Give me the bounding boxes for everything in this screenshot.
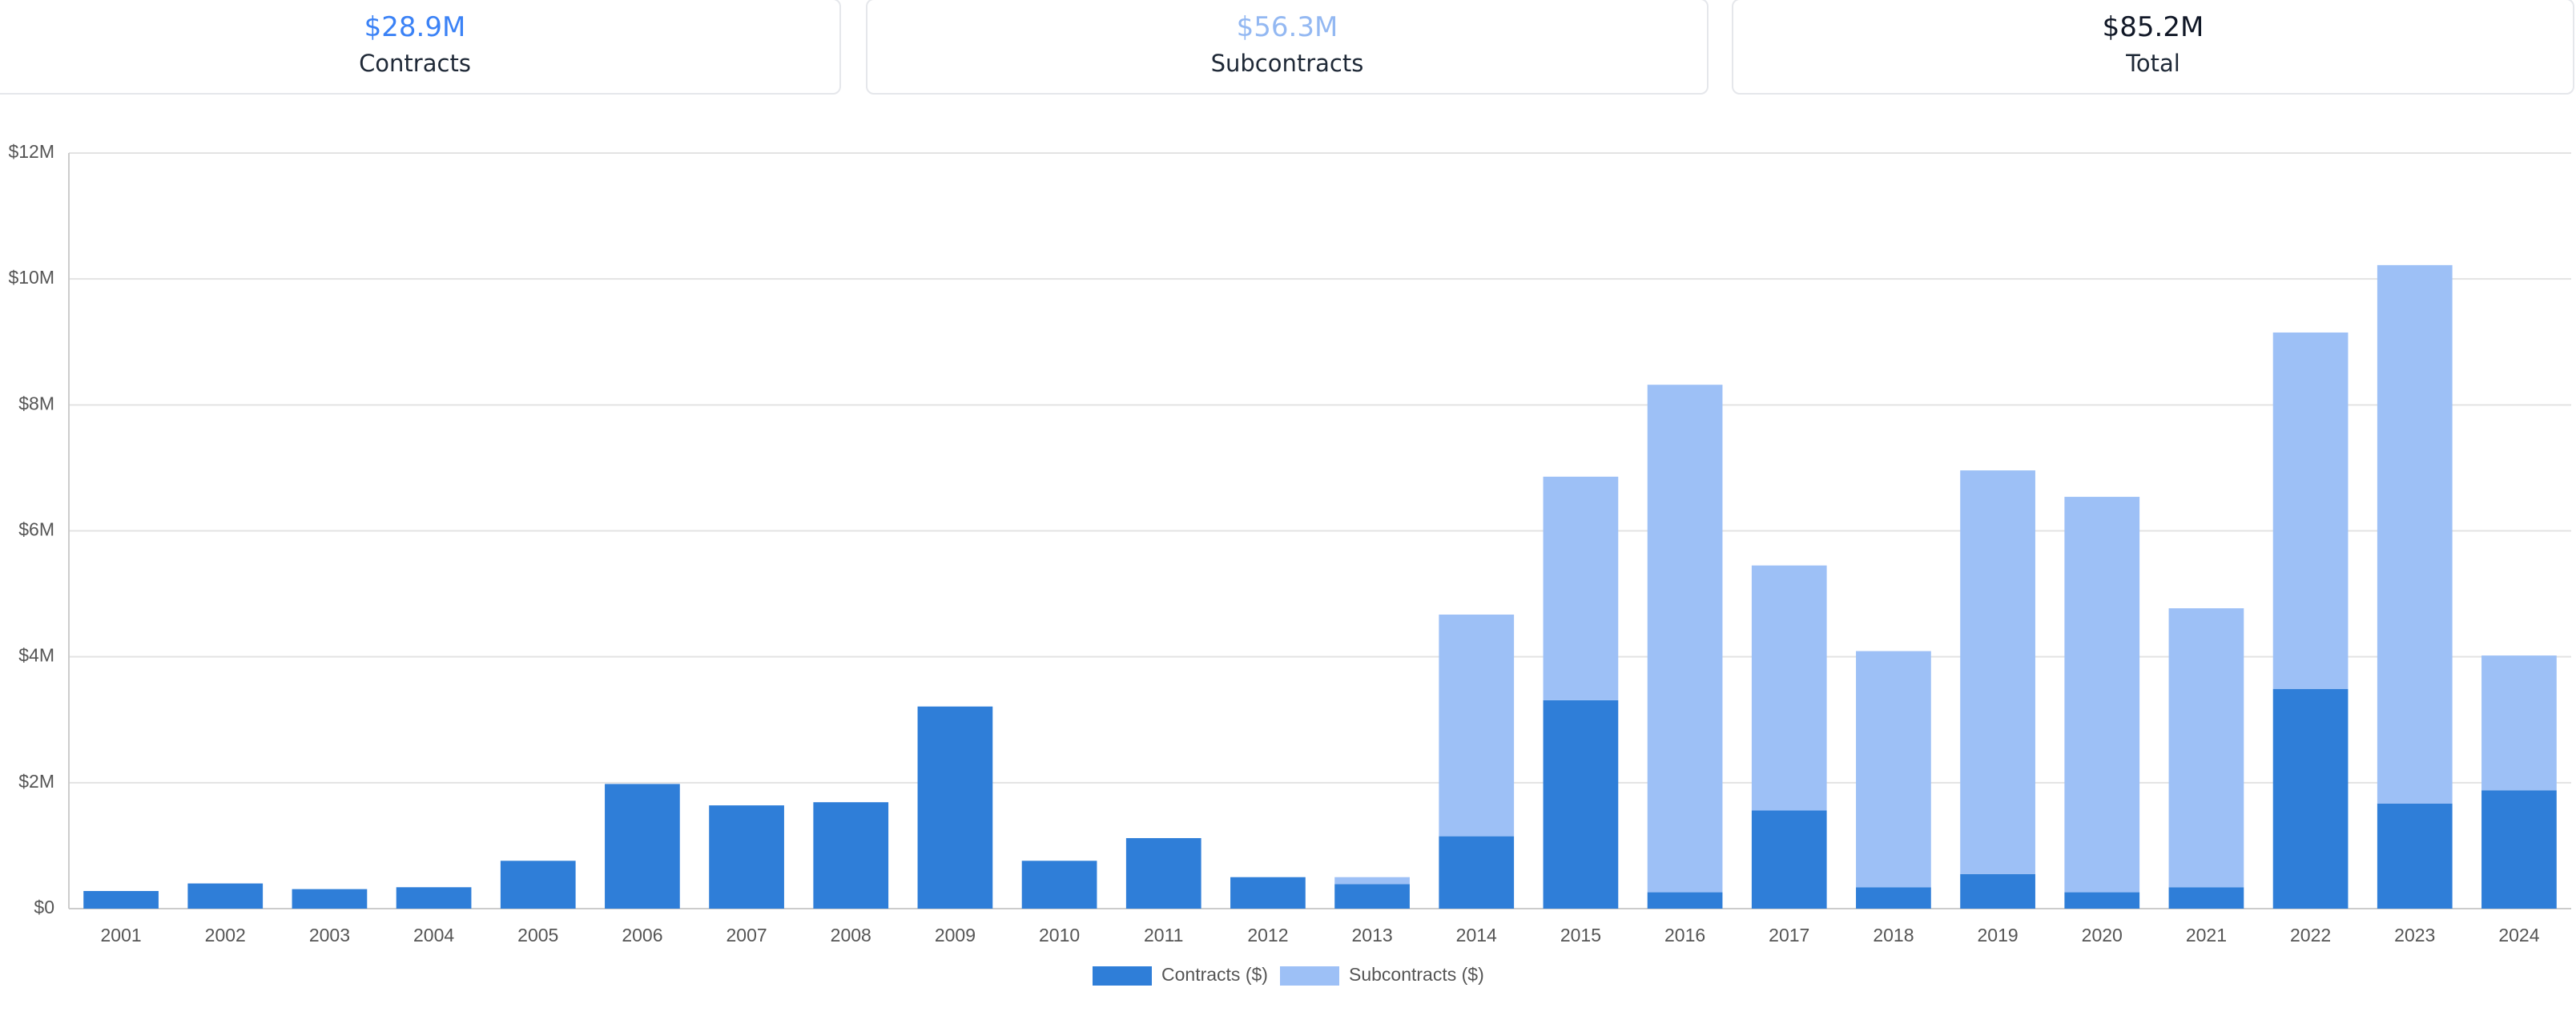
bar-segment	[292, 889, 368, 909]
bar-segment	[2377, 803, 2453, 909]
bar-segment	[1543, 700, 1619, 909]
stat-card: $28.9M Contracts	[0, 0, 841, 95]
bar-segment	[2272, 688, 2349, 909]
stat-card: $85.2M Total	[1732, 0, 2574, 95]
x-tick-label: 2008	[831, 925, 871, 945]
bar-segment	[1751, 810, 1827, 909]
y-tick-label: $2M	[18, 771, 54, 792]
x-tick-label: 2013	[1351, 925, 1392, 945]
bar-segment	[709, 805, 784, 909]
bar-segment	[1125, 837, 1201, 909]
legend-label: Contracts ($)	[1161, 964, 1268, 985]
bar-segment	[1230, 877, 1306, 909]
x-tick-label: 2004	[413, 925, 454, 945]
stat-label: Contracts	[359, 50, 471, 77]
y-tick-label: $6M	[18, 519, 54, 540]
y-tick-label: $4M	[18, 645, 54, 666]
x-tick-label: 2003	[309, 925, 350, 945]
x-tick-label: 2020	[2082, 925, 2123, 945]
bar-segment	[1856, 651, 1931, 888]
stat-label: Total	[2126, 50, 2180, 77]
bar-segment	[1334, 884, 1410, 909]
bar-segment	[1751, 565, 1827, 811]
stat-value: $85.2M	[2102, 11, 2204, 43]
bar-segment	[2064, 497, 2140, 893]
bar-segment	[2272, 332, 2349, 689]
x-tick-label: 2018	[1873, 925, 1914, 945]
x-tick-label: 2016	[1664, 925, 1705, 945]
bar-segment	[1856, 887, 1931, 909]
bar-segment	[1543, 476, 1619, 700]
bar-segment	[500, 861, 576, 909]
bar-segment	[1439, 836, 1515, 909]
bar-segment	[1960, 470, 2035, 874]
stat-value: $56.3M	[1236, 11, 1338, 43]
x-tick-label: 2006	[622, 925, 662, 945]
x-tick-label: 2002	[205, 925, 246, 945]
bar-segment	[605, 784, 680, 909]
bar-segment	[1647, 892, 1723, 909]
stat-label: Subcontracts	[1210, 50, 1364, 77]
bar-segment	[1439, 615, 1515, 837]
x-tick-label: 2024	[2498, 925, 2539, 945]
bar-segment	[1647, 385, 1723, 893]
bar-segment	[1334, 877, 1410, 885]
stat-card: $56.3M Subcontracts	[866, 0, 1709, 95]
x-tick-label: 2012	[1247, 925, 1288, 945]
bar-segment	[187, 883, 264, 909]
bar-segment	[2377, 264, 2453, 804]
x-tick-label: 2023	[2394, 925, 2435, 945]
bar-segment	[2168, 608, 2244, 888]
x-tick-label: 2001	[100, 925, 141, 945]
y-tick-label: $0	[34, 897, 54, 917]
x-tick-label: 2011	[1144, 925, 1183, 945]
x-tick-label: 2017	[1769, 925, 1809, 945]
y-tick-label: $12M	[8, 141, 54, 162]
x-tick-label: 2009	[935, 925, 976, 945]
x-tick-label: 2019	[1977, 925, 2018, 945]
bar-segment	[83, 890, 159, 909]
bar-segment	[396, 887, 472, 909]
x-tick-label: 2021	[2186, 925, 2227, 945]
legend-label: Subcontracts ($)	[1349, 964, 1484, 985]
x-tick-label: 2005	[517, 925, 558, 945]
x-tick-label: 2014	[1456, 925, 1497, 945]
bar-segment	[2481, 790, 2557, 909]
x-tick-label: 2022	[2290, 925, 2331, 945]
legend-swatch	[1093, 966, 1152, 986]
stat-value: $28.9M	[364, 11, 466, 43]
y-tick-label: $10M	[8, 267, 54, 288]
y-tick-label: $8M	[18, 393, 54, 413]
bar-segment	[917, 706, 993, 909]
bar-segment	[2064, 892, 2140, 909]
x-tick-label: 2007	[726, 925, 767, 945]
bar-segment	[813, 802, 889, 909]
bar-segment	[1021, 861, 1097, 909]
bar-segment	[2168, 887, 2244, 909]
bar-segment	[1960, 873, 2035, 909]
bar-segment	[2481, 655, 2557, 791]
x-tick-label: 2015	[1560, 925, 1601, 945]
legend-swatch	[1280, 966, 1339, 986]
x-tick-label: 2010	[1039, 925, 1080, 945]
